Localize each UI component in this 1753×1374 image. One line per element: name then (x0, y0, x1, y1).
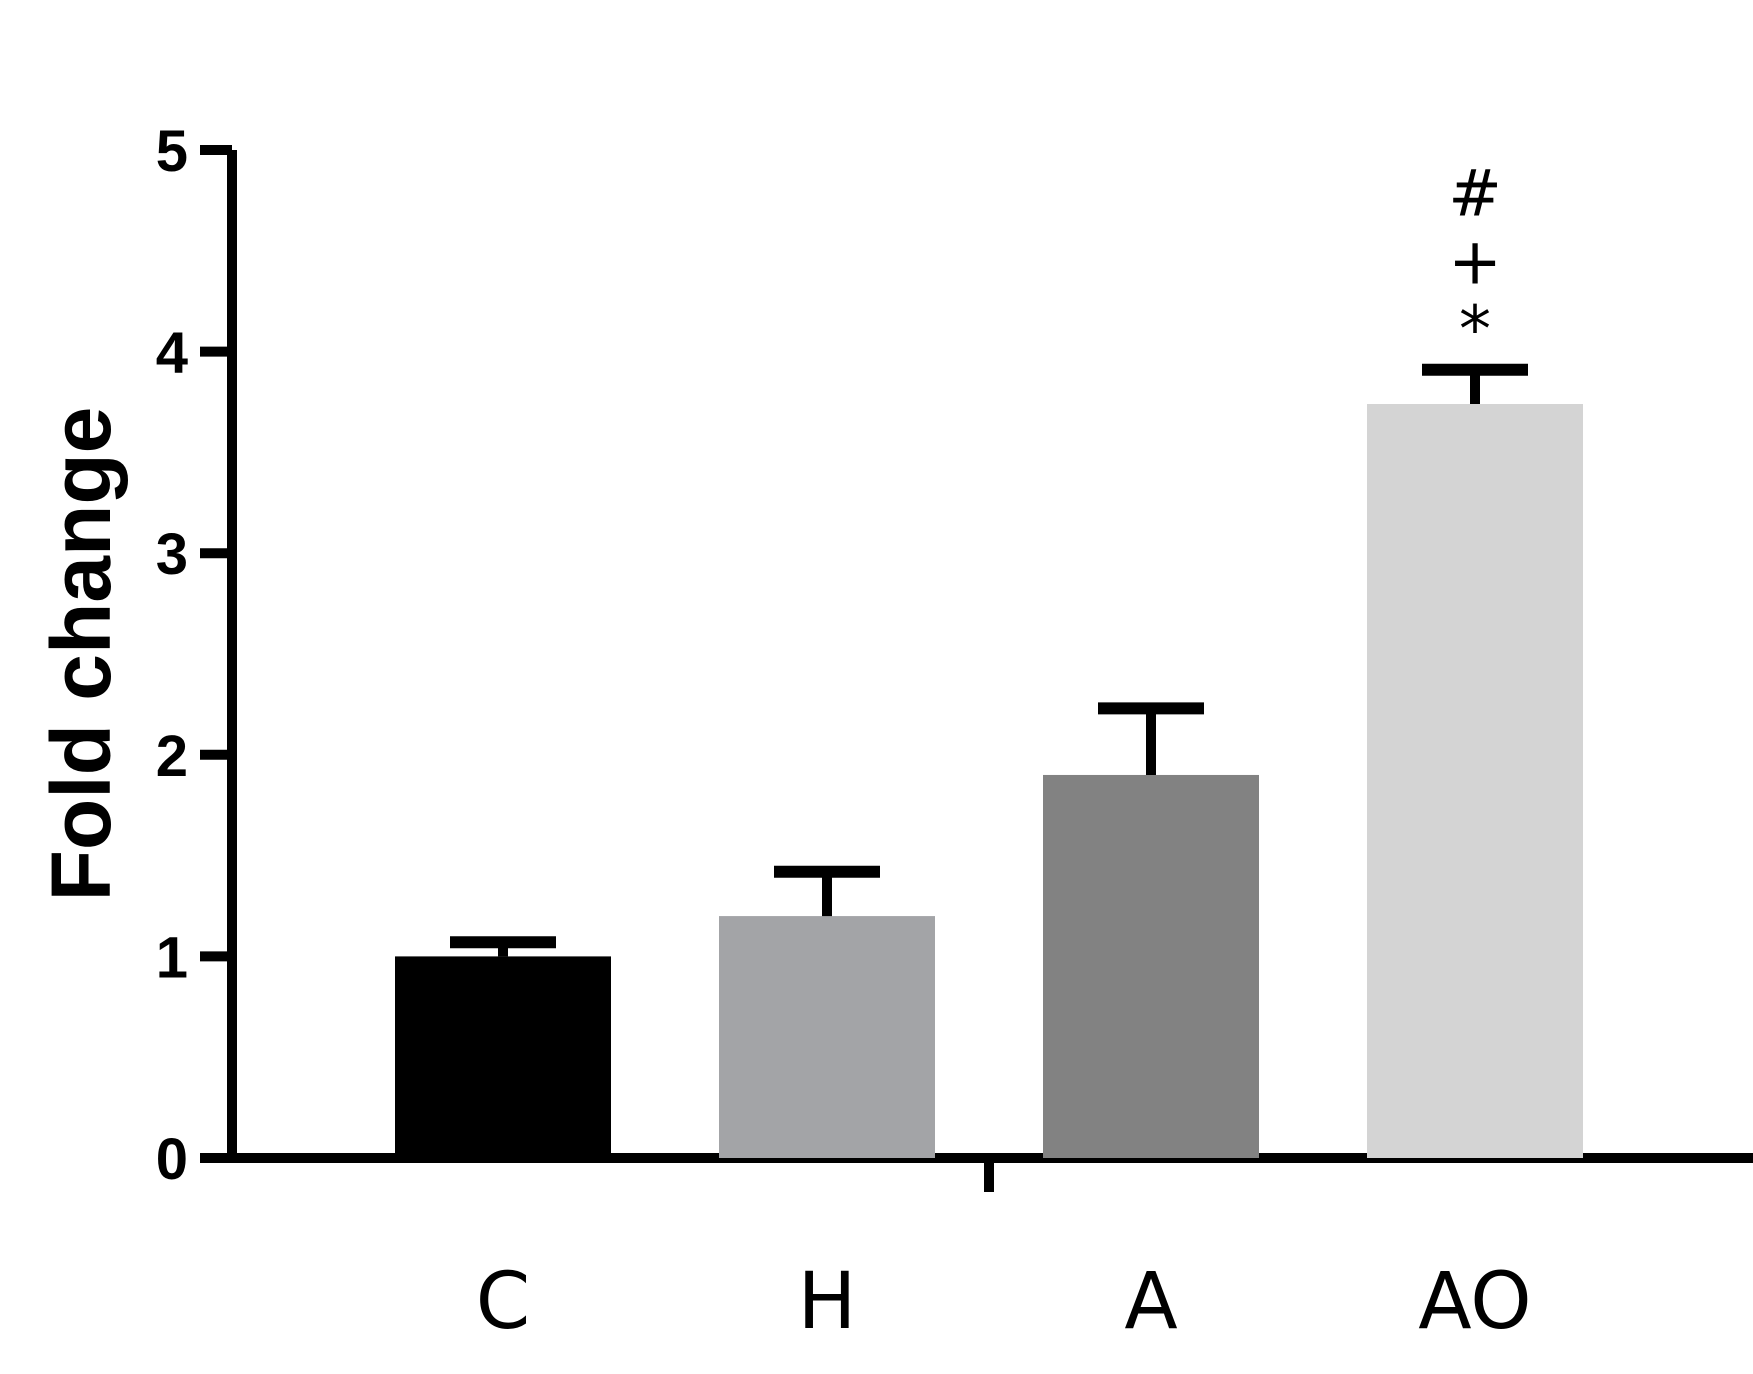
y-tick-label-5: 5 (156, 119, 188, 184)
x-tick-label-AO: AO (1418, 1257, 1531, 1347)
y-tick-label-0: 0 (156, 1127, 188, 1192)
bar-A (1043, 774, 1259, 1158)
y-tick-label-1: 1 (156, 925, 188, 990)
significance-marker-0: * (1459, 294, 1491, 368)
bar-C (395, 956, 611, 1158)
y-tick-label-2: 2 (156, 724, 188, 789)
significance-marker-1: + (1448, 226, 1502, 300)
bar-H (719, 916, 935, 1158)
y-tick-label-4: 4 (156, 321, 188, 386)
x-tick-label-A: A (1124, 1257, 1177, 1347)
significance-marker-2: # (1448, 158, 1502, 232)
bar-AO (1367, 404, 1583, 1158)
x-tick-label-C: C (476, 1257, 530, 1347)
y-tick-label-3: 3 (156, 522, 188, 587)
labels: Fold change 0 1 2 3 4 5 C H A AO *+# (34, 119, 1532, 1347)
x-tick-label-H: H (798, 1257, 857, 1347)
bars (395, 363, 1583, 1158)
y-axis-title: Fold change (34, 407, 128, 902)
